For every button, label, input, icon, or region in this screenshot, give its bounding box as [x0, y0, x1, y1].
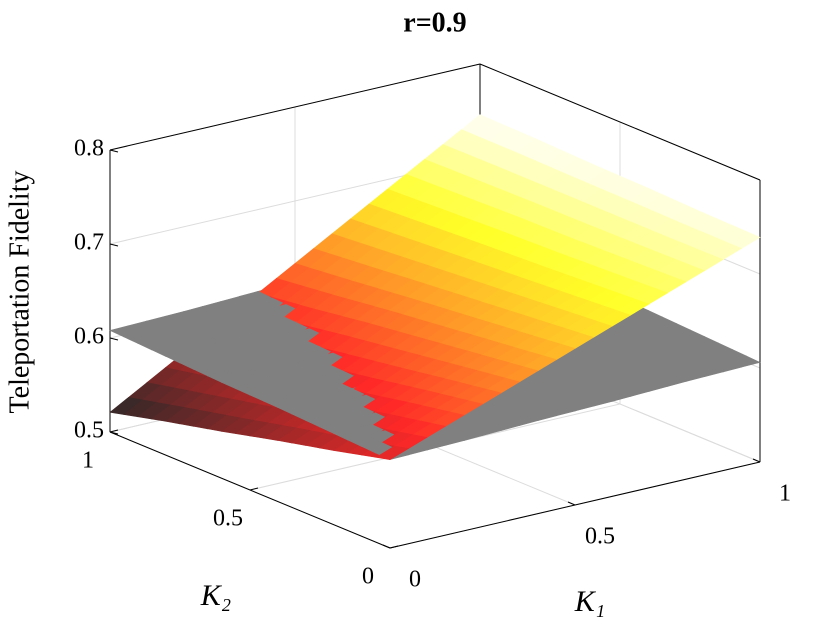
- z-tick-label: 0.6: [74, 324, 104, 350]
- z-axis-label: Teleportation Fidelity: [4, 171, 35, 414]
- x-axis-label: K₁: [574, 585, 605, 618]
- surface-patch: [375, 445, 410, 460]
- axis-line: [479, 63, 761, 181]
- y-tick-label: 0: [362, 564, 374, 590]
- y-tick-label: 1: [82, 448, 94, 474]
- x-tick-label: 0: [409, 567, 421, 593]
- chart-title: r=0.9: [403, 7, 466, 38]
- z-tick: [109, 431, 119, 435]
- x-tick: [567, 501, 576, 506]
- y-tick-label: 0.5: [213, 506, 243, 532]
- z-tick-label: 0.7: [74, 230, 104, 256]
- x-tick: [382, 544, 391, 549]
- z-tick-label: 0.8: [74, 136, 104, 162]
- z-tick: [109, 149, 119, 153]
- z-tick: [109, 337, 119, 341]
- z-tick: [109, 243, 119, 247]
- y-axis-label: K₂: [200, 579, 231, 612]
- x-tick-label: 0.5: [585, 524, 615, 550]
- axis-line: [109, 63, 481, 151]
- z-tick-label: 0.5: [74, 418, 104, 444]
- x-tick: [752, 458, 761, 463]
- x-tick-label: 1: [779, 481, 791, 507]
- y-tick: [249, 487, 259, 491]
- y-tick: [109, 429, 119, 433]
- y-tick: [389, 545, 399, 549]
